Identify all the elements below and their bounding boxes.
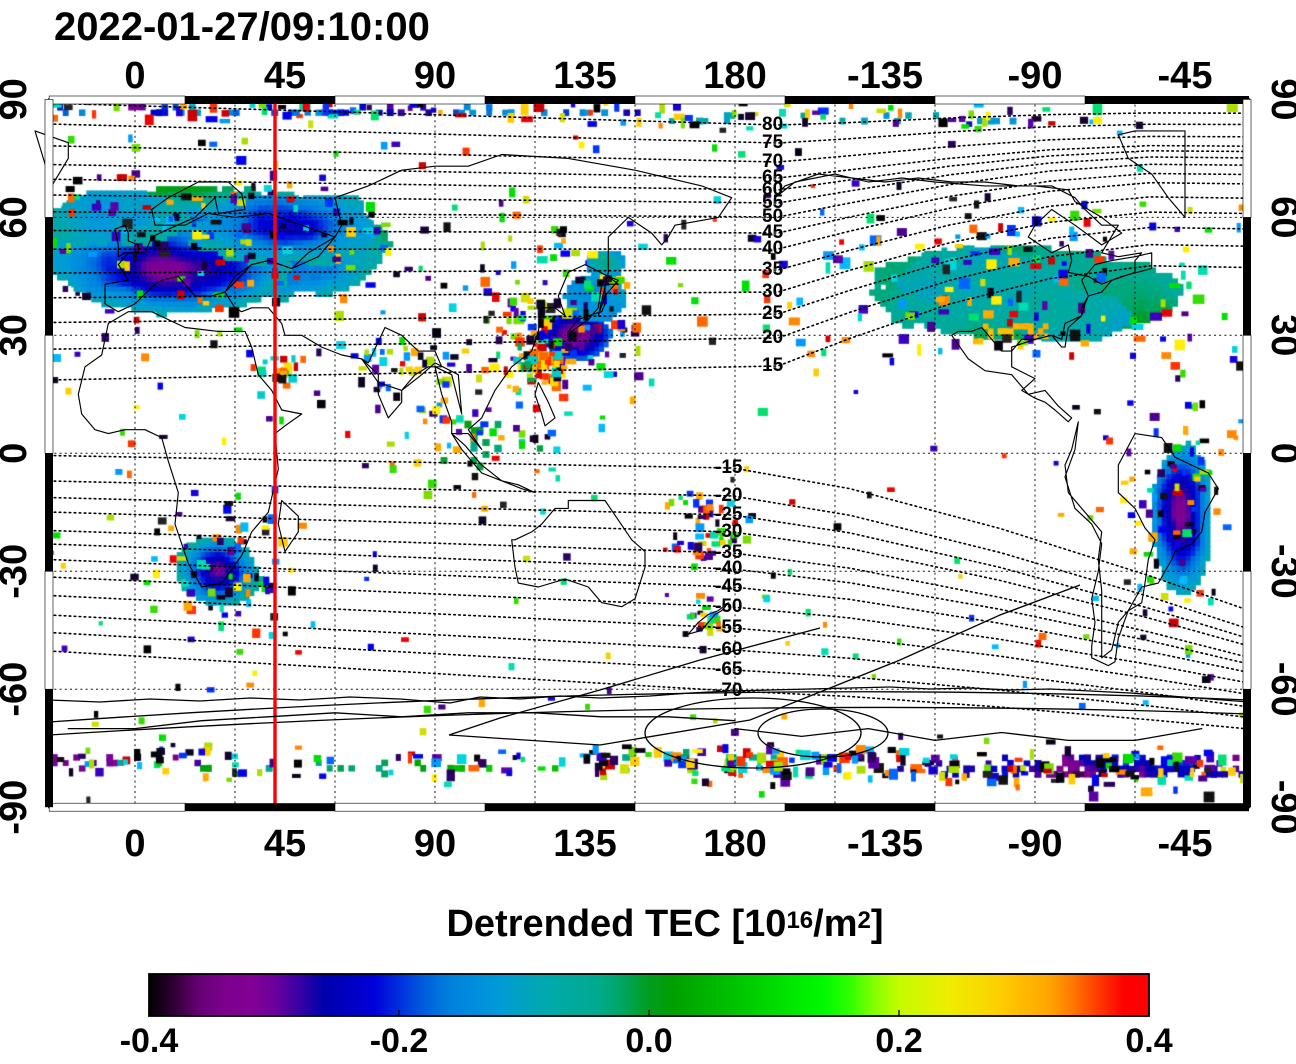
svg-text:-135: -135 bbox=[847, 823, 923, 865]
svg-text:-60: -60 bbox=[1263, 662, 1296, 717]
svg-text:45: 45 bbox=[264, 823, 306, 865]
svg-text:-90: -90 bbox=[1263, 780, 1296, 835]
svg-text:0.2: 0.2 bbox=[875, 1022, 922, 1060]
svg-text:60: 60 bbox=[1263, 196, 1296, 238]
svg-text:-90: -90 bbox=[1008, 55, 1063, 97]
svg-text:60: 60 bbox=[0, 196, 35, 238]
svg-text:90: 90 bbox=[0, 78, 35, 120]
svg-text:0: 0 bbox=[124, 823, 145, 865]
svg-text:-90: -90 bbox=[1008, 823, 1063, 865]
svg-text:90: 90 bbox=[414, 823, 456, 865]
svg-text:90: 90 bbox=[1263, 78, 1296, 120]
svg-text:0.4: 0.4 bbox=[1125, 1022, 1172, 1060]
svg-text:135: 135 bbox=[553, 823, 616, 865]
svg-text:0: 0 bbox=[1263, 443, 1296, 464]
svg-text:0: 0 bbox=[0, 443, 35, 464]
svg-text:-45: -45 bbox=[1158, 823, 1213, 865]
svg-text:45: 45 bbox=[264, 55, 306, 97]
svg-text:-45: -45 bbox=[1158, 55, 1213, 97]
svg-text:0: 0 bbox=[124, 55, 145, 97]
svg-text:-60: -60 bbox=[0, 662, 35, 717]
svg-text:0.0: 0.0 bbox=[625, 1022, 672, 1060]
svg-text:-0.2: -0.2 bbox=[370, 1022, 429, 1060]
svg-text:30: 30 bbox=[1263, 314, 1296, 356]
svg-text:180: 180 bbox=[703, 55, 766, 97]
svg-text:30: 30 bbox=[0, 314, 35, 356]
svg-text:2022-01-27/09:10:00: 2022-01-27/09:10:00 bbox=[54, 5, 430, 49]
svg-text:Detrended TEC [1016/m2]: Detrended TEC [1016/m2] bbox=[446, 903, 883, 945]
svg-text:-0.4: -0.4 bbox=[120, 1022, 179, 1060]
svg-text:-30: -30 bbox=[0, 544, 35, 599]
svg-text:-135: -135 bbox=[847, 55, 923, 97]
svg-text:90: 90 bbox=[414, 55, 456, 97]
svg-text:180: 180 bbox=[703, 823, 766, 865]
svg-text:-90: -90 bbox=[0, 780, 35, 835]
svg-text:135: 135 bbox=[553, 55, 616, 97]
svg-text:-30: -30 bbox=[1263, 544, 1296, 599]
